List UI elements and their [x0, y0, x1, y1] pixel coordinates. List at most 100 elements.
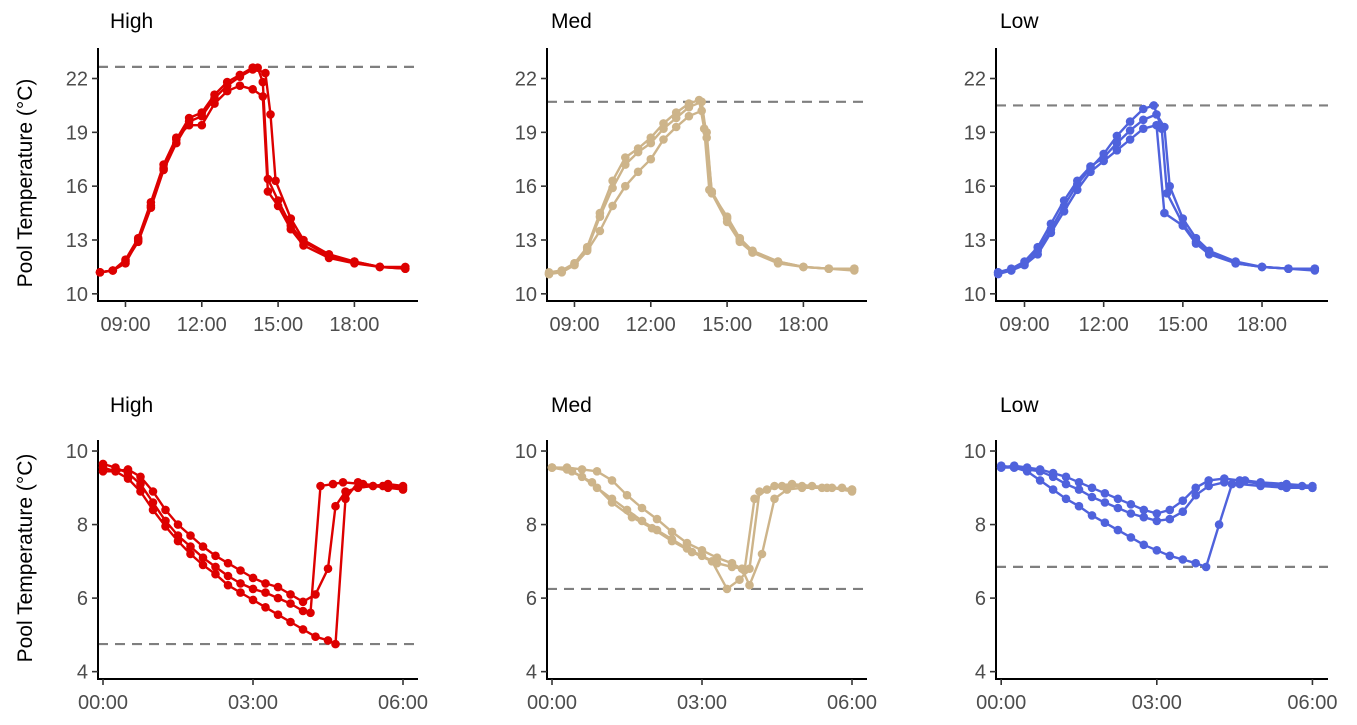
data-point [799, 262, 808, 272]
data-point [1152, 546, 1162, 555]
panel-1: High 10 13 16 19 22 09:00 12:00 15:00 18:00 [66, 10, 418, 336]
panel-title: Med [551, 10, 592, 33]
data-point [735, 575, 744, 584]
x-tick-label: 18:00 [778, 314, 828, 336]
data-point [353, 483, 363, 493]
data-point [1022, 467, 1032, 476]
data-point [770, 494, 779, 504]
data-point [757, 549, 767, 559]
data-point [1073, 180, 1082, 189]
data-point [223, 571, 233, 581]
x-tick-label: 15:00 [1158, 314, 1208, 336]
data-point [186, 531, 195, 540]
x-tick-label: 12:00 [177, 314, 227, 336]
data-point [266, 110, 275, 119]
y-tick-label: 13 [964, 230, 986, 252]
data-point [323, 564, 333, 573]
y-tick-label: 4 [526, 662, 537, 684]
x-tick-label: 03:00 [677, 692, 727, 714]
data-point [1191, 483, 1200, 493]
data-point [699, 124, 709, 133]
data-point [633, 144, 643, 153]
data-point [173, 536, 183, 546]
data-point [1035, 467, 1045, 476]
data-point [273, 582, 283, 592]
data-point [755, 487, 764, 496]
data-point [1257, 262, 1267, 272]
data-point [1100, 518, 1110, 527]
data-point [705, 185, 714, 195]
data-point [621, 153, 630, 162]
data-point [273, 610, 283, 619]
x-tick-label: 00:00 [527, 692, 577, 714]
series-3 [993, 101, 1320, 279]
data-point [261, 588, 270, 597]
y-tick-label: 19 [66, 122, 88, 144]
y-tick-label: 19 [515, 122, 537, 144]
data-point [1059, 201, 1069, 211]
data-point [773, 257, 783, 266]
y-tick-label: 10 [66, 441, 88, 463]
data-point [607, 498, 617, 507]
data-point [299, 235, 308, 245]
data-point [111, 467, 120, 476]
data-point [136, 479, 145, 489]
data-point [236, 588, 245, 597]
data-point [198, 560, 208, 570]
series-1 [544, 97, 859, 279]
data-point [368, 481, 378, 491]
data-point [298, 625, 308, 634]
data-point [587, 478, 597, 487]
series-2 [544, 106, 859, 279]
x-tick-label: 18:00 [329, 314, 379, 336]
data-point [331, 639, 340, 649]
y-tick-label: 10 [66, 284, 88, 306]
data-point [1113, 525, 1123, 535]
series-3 [98, 465, 408, 607]
series-2 [95, 81, 410, 277]
data-point [186, 542, 195, 551]
x-tick-label: 12:00 [626, 314, 676, 336]
data-point [1061, 472, 1071, 482]
data-point [750, 494, 759, 504]
y-tick-label: 6 [526, 588, 537, 610]
data-point [1126, 533, 1136, 542]
data-point [633, 167, 643, 177]
data-point [1152, 509, 1162, 518]
data-point [383, 483, 393, 493]
data-point [261, 579, 270, 588]
data-point [621, 181, 630, 191]
data-point [627, 512, 637, 522]
series-1 [996, 461, 1317, 518]
series-line [548, 98, 855, 274]
data-point [173, 520, 183, 529]
y-tick-label: 6 [975, 588, 986, 610]
x-tick-label: 03:00 [1132, 692, 1182, 714]
data-point [608, 201, 617, 211]
data-point [248, 63, 257, 72]
data-point [1157, 124, 1166, 133]
y-tick-label: 10 [964, 441, 986, 463]
data-point [161, 522, 170, 531]
data-point [1074, 485, 1084, 494]
y-axis-label-bottom: Pool Temperature (°C) [14, 454, 37, 663]
data-point [1231, 259, 1240, 268]
data-point [646, 133, 656, 142]
data-point [996, 463, 1006, 472]
data-point [1178, 507, 1188, 516]
data-point [1284, 264, 1293, 274]
data-point [735, 233, 745, 243]
series-line [99, 84, 406, 274]
data-point [258, 77, 268, 87]
series-1 [993, 120, 1320, 277]
data-point [286, 590, 295, 599]
panel-2: Med 10 13 16 19 22 09:00 12:00 15:00 18:00 [515, 10, 867, 336]
data-point [136, 472, 145, 482]
data-point [1152, 516, 1162, 526]
data-point [248, 573, 258, 583]
data-point [286, 599, 295, 608]
y-tick-label: 22 [515, 69, 537, 91]
data-point [671, 108, 681, 117]
data-point [684, 99, 694, 108]
